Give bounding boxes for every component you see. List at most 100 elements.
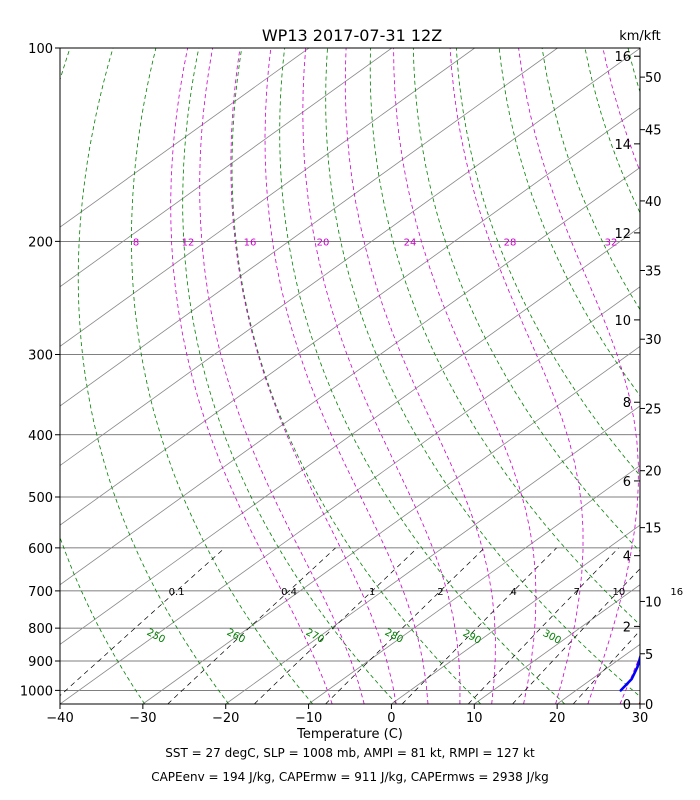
dry-adiabat-line <box>231 48 482 704</box>
isotherm-line <box>60 48 640 467</box>
y-tick-label: 800 <box>28 622 53 637</box>
x-tick-label: 30 <box>632 711 649 726</box>
mixing-ratio-label: 4 <box>510 587 516 598</box>
km-tick-label: 2 <box>623 620 631 635</box>
moist-adiabat-line <box>518 48 639 704</box>
dry-adiabat-line <box>60 701 62 704</box>
moist-adiabat-line <box>170 48 333 704</box>
mixing-ratio-line <box>254 547 418 704</box>
km-tick-label: 0 <box>623 698 631 713</box>
plot-frame <box>59 47 641 705</box>
moist-adiabat-label: 20 <box>317 237 330 248</box>
y-tick-label: 700 <box>28 585 53 600</box>
x-tick-label: −30 <box>129 711 156 726</box>
mixing-ratio-line <box>401 547 557 704</box>
isotherm-line <box>60 107 640 526</box>
dry-adiabat-label: 290 <box>461 628 483 647</box>
isotherm-line <box>474 584 640 704</box>
dry-adiabat-line <box>413 48 640 552</box>
dewpoint-profile-line <box>619 653 640 692</box>
dry-adiabat-label: 300 <box>541 628 563 647</box>
dry-adiabat-label: 270 <box>304 627 326 646</box>
km-tick-label: 16 <box>614 50 631 65</box>
mixing-ratio-label: 16 <box>670 587 683 598</box>
moist-adiabat-line <box>449 48 584 704</box>
moist-adiabat-line <box>302 48 461 704</box>
moist-adiabat-line <box>344 48 496 704</box>
dry-adiabat-line <box>498 48 640 397</box>
x-tick-label: −40 <box>46 711 73 726</box>
mixing-ratio-line <box>167 547 336 704</box>
mixing-ratio-label: 7 <box>574 587 580 598</box>
isotherm-line <box>60 48 558 407</box>
isotherm-line <box>60 48 475 347</box>
x-tick-label: 0 <box>387 711 395 726</box>
caption-line-2: CAPEenv = 194 J/kg, CAPErmw = 911 J/kg, … <box>151 770 549 784</box>
dry-adiabat-line <box>60 48 146 704</box>
dry-adiabat-line <box>584 48 640 214</box>
moist-adiabat-label: 12 <box>182 237 195 248</box>
isotherm-line <box>60 48 393 288</box>
dry-adiabat-line <box>279 48 566 704</box>
km-tick-label: 4 <box>623 550 631 565</box>
mixing-ratio-line <box>325 547 485 704</box>
x-tick-label: 10 <box>466 711 483 726</box>
mixing-ratio-label: 10 <box>613 587 626 598</box>
dry-adiabat-line <box>325 48 640 698</box>
kft-tick-label: 5 <box>645 648 653 663</box>
background-grid <box>60 48 640 704</box>
dry-adiabat-line <box>182 48 397 704</box>
moist-adiabat-label: 16 <box>244 237 257 248</box>
km-tick-label: 12 <box>614 227 631 242</box>
kft-tick-label: 30 <box>645 333 662 348</box>
y-tick-label: 1000 <box>20 684 53 699</box>
mixing-ratio-label: 1 <box>369 587 375 598</box>
isotherm-line <box>60 167 640 586</box>
moist-adiabat-label: 32 <box>605 237 618 248</box>
moist-adiabat-label: 24 <box>404 237 417 248</box>
x-tick-label: −20 <box>212 711 239 726</box>
kft-tick-label: 10 <box>645 595 662 610</box>
isotherm-line <box>60 48 310 228</box>
isotherm-line <box>60 226 640 645</box>
x-axis-label: Temperature (C) <box>296 727 403 742</box>
moist-adiabat-line <box>685 48 700 704</box>
mixing-ratio-label: 0.1 <box>169 587 185 598</box>
y-tick-label: 600 <box>28 542 53 557</box>
mixing-ratio-line <box>467 547 619 704</box>
y-tick-label: 100 <box>28 42 53 57</box>
chart-title: WP13 2017-07-31 12Z <box>262 26 442 45</box>
y-tick-label: 900 <box>28 655 53 670</box>
kft-tick-label: 50 <box>645 71 662 86</box>
km-tick-label: 14 <box>614 138 631 153</box>
isotherm-line <box>142 345 640 704</box>
y-tick-label: 300 <box>28 348 53 363</box>
caption-line-1: SST = 27 degC, SLP = 1008 mb, AMPI = 81 … <box>165 746 535 760</box>
x-tick-label: −10 <box>295 711 322 726</box>
dry-adiabat-line <box>77 48 230 704</box>
moist-adiabat-label: 28 <box>504 237 517 248</box>
axes: −40 −30 −20 −10 0 10 20 30100200300400500600700… <box>20 42 662 726</box>
y-tick-label: 200 <box>28 235 53 250</box>
isotherm-line <box>60 286 640 704</box>
isotherm-line <box>391 524 640 704</box>
isotherm-line <box>308 465 640 704</box>
moist-adiabat-line <box>199 48 365 704</box>
kft-tick-label: 45 <box>645 124 662 139</box>
y-tick-label: 500 <box>28 491 53 506</box>
dry-adiabat-line <box>131 48 314 704</box>
isotherm-line <box>225 405 640 704</box>
moist-adiabat-line <box>230 48 397 704</box>
moist-adiabat-line <box>264 48 429 704</box>
kft-tick-label: 15 <box>645 522 662 537</box>
kft-tick-label: 35 <box>645 264 662 279</box>
dry-adiabat-line <box>541 48 640 311</box>
mixing-ratio-label: 2 <box>437 587 443 598</box>
dry-adiabat-line <box>627 48 640 94</box>
y-tick-label: 400 <box>28 429 53 444</box>
km-tick-label: 8 <box>623 396 631 411</box>
kft-tick-label: 40 <box>645 195 662 210</box>
kft-tick-label: 20 <box>645 465 662 480</box>
